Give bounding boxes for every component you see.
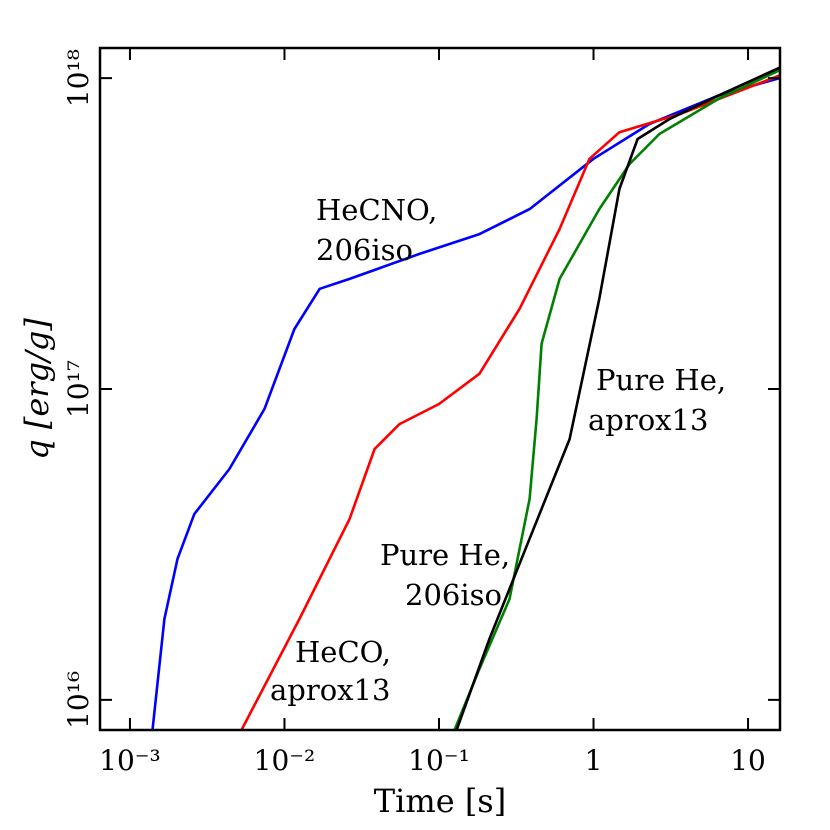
line-series [455, 66, 780, 730]
y-tick-label: 10¹⁶ [62, 671, 95, 729]
y-tick-label: 10¹⁷ [62, 360, 95, 418]
series-annotation: 206iso [405, 578, 502, 612]
y-tick-label: 10¹⁸ [62, 49, 95, 107]
x-tick-label: 1 [585, 744, 603, 777]
x-axis-label: Time [s] [374, 782, 506, 820]
series-annotation: aprox13 [270, 673, 390, 707]
series-annotation: aprox13 [588, 403, 708, 437]
series-annotation: Pure He, [380, 538, 510, 572]
x-tick-label: 10⁻² [254, 744, 316, 777]
series-annotation: Pure He, [596, 363, 726, 397]
x-tick-label: 10⁻³ [99, 744, 161, 777]
plot-lines [151, 66, 780, 730]
line-series [240, 74, 780, 730]
series-annotation: 206iso [316, 233, 413, 267]
line-series [453, 69, 780, 730]
series-annotation: HeCNO, [316, 193, 437, 227]
series-annotation: HeCO, [295, 635, 391, 669]
x-tick-label: 10⁻¹ [408, 744, 470, 777]
y-axis-label: q [erg/g] [18, 318, 56, 460]
x-tick-label: 10 [730, 744, 766, 777]
line-series [151, 76, 780, 730]
